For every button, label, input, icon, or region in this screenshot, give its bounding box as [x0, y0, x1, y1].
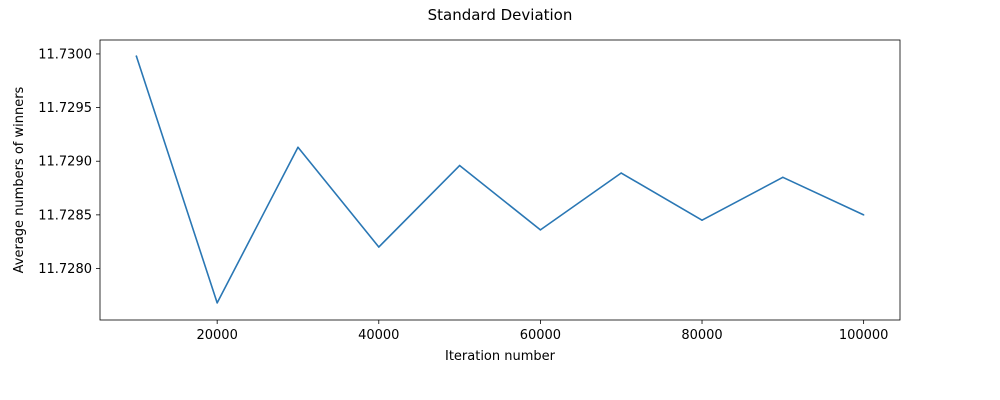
- chart-title: Standard Deviation: [428, 6, 573, 24]
- x-axis-label: Iteration number: [445, 349, 556, 364]
- y-tick-label: 11.7295: [38, 101, 92, 116]
- data-point: [701, 219, 703, 222]
- y-tick-label: 11.7285: [38, 208, 92, 223]
- x-tick-label: 40000: [358, 328, 399, 343]
- series-layer: [135, 55, 865, 304]
- y-tick-label: 11.7290: [38, 155, 92, 170]
- y-tick-label: 11.7280: [38, 262, 92, 277]
- x-tick-label: 80000: [681, 328, 722, 343]
- data-point: [377, 246, 380, 248]
- y-tick-label: 11.7300: [38, 47, 92, 62]
- y-axis-label: Average numbers of winners: [12, 86, 27, 273]
- data-point: [862, 214, 865, 216]
- data-point: [782, 176, 784, 179]
- data-point: [216, 302, 218, 304]
- data-point: [297, 146, 299, 149]
- x-tick-label: 60000: [520, 328, 561, 343]
- x-tick-label: 20000: [196, 328, 237, 343]
- data-point: [620, 172, 623, 174]
- x-axis-ticks: 20000 40000 60000 80000 100000: [196, 320, 888, 343]
- x-tick-label: 100000: [839, 328, 889, 343]
- series-line: [135, 55, 864, 304]
- y-axis-ticks: 11.7280 11.7285 11.7290 11.7295 11.7300: [38, 47, 100, 277]
- data-point: [458, 164, 461, 167]
- data-point: [135, 55, 138, 57]
- plot-area-frame: [99, 39, 901, 321]
- data-point: [539, 229, 542, 231]
